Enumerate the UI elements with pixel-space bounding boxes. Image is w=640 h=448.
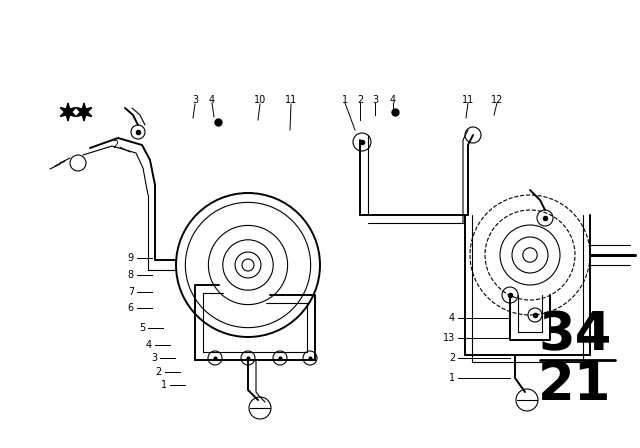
Text: 2: 2 bbox=[449, 353, 455, 363]
Polygon shape bbox=[76, 103, 92, 121]
Circle shape bbox=[523, 248, 537, 262]
Text: 3: 3 bbox=[192, 95, 198, 105]
Text: 7: 7 bbox=[128, 287, 134, 297]
Circle shape bbox=[242, 259, 254, 271]
Text: 2: 2 bbox=[156, 367, 162, 377]
Text: 3: 3 bbox=[372, 95, 378, 105]
Text: 4: 4 bbox=[449, 313, 455, 323]
Text: 11: 11 bbox=[462, 95, 474, 105]
Text: 1: 1 bbox=[449, 373, 455, 383]
Text: 1: 1 bbox=[342, 95, 348, 105]
Text: 3: 3 bbox=[151, 353, 157, 363]
Text: 5: 5 bbox=[139, 323, 145, 333]
Text: 4: 4 bbox=[209, 95, 215, 105]
Text: 13: 13 bbox=[443, 333, 455, 343]
Text: 34: 34 bbox=[538, 309, 612, 361]
Text: 9: 9 bbox=[128, 253, 134, 263]
Text: 12: 12 bbox=[491, 95, 503, 105]
Polygon shape bbox=[60, 103, 76, 121]
Text: 6: 6 bbox=[128, 303, 134, 313]
Text: 2: 2 bbox=[112, 140, 118, 150]
Text: 1: 1 bbox=[161, 380, 167, 390]
Text: 10: 10 bbox=[254, 95, 266, 105]
Text: 4: 4 bbox=[146, 340, 152, 350]
Text: 21: 21 bbox=[538, 359, 612, 411]
Text: 11: 11 bbox=[285, 95, 297, 105]
Text: 8: 8 bbox=[128, 270, 134, 280]
Text: 4: 4 bbox=[390, 95, 396, 105]
Text: 2: 2 bbox=[357, 95, 363, 105]
